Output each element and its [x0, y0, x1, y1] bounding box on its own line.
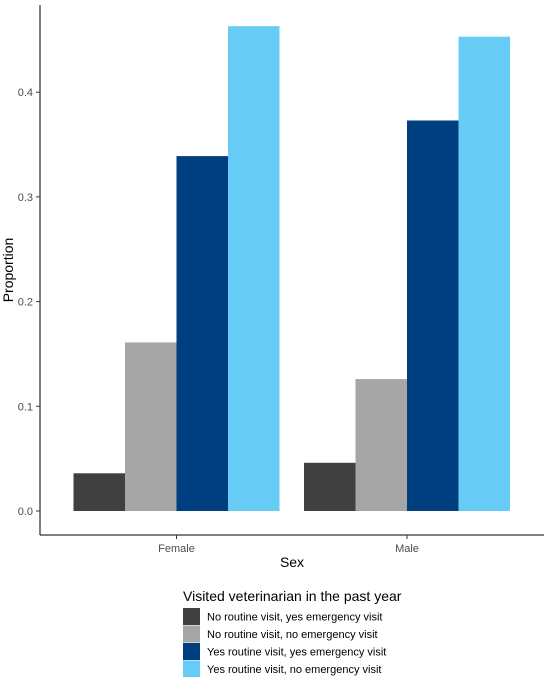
bar-female-series-3: [176, 156, 228, 511]
legend-label-2: No routine visit, no emergency visit: [207, 629, 378, 641]
legend-label-3: Yes routine visit, yes emergency visit: [207, 647, 386, 659]
legend-swatch-3: [183, 643, 200, 660]
plot-area: [73, 26, 510, 511]
bar-female-series-4: [228, 26, 280, 511]
bar-female-series-2: [125, 342, 177, 511]
y-tick-label: 0.3: [18, 192, 33, 204]
bar-male-series-3: [407, 120, 459, 511]
y-tick-label: 0.2: [18, 297, 33, 309]
y-axis-ticks: 0.0 0.1 0.2 0.3 0.4: [18, 87, 40, 518]
x-tick-label-male: Male: [395, 543, 419, 555]
legend: Visited veterinarian in the past year No…: [183, 588, 402, 677]
legend-swatch-1: [183, 608, 200, 625]
bar-male-series-1: [304, 462, 356, 511]
y-axis-title: Proportion: [0, 238, 16, 303]
y-tick-label: 0.0: [18, 506, 33, 518]
legend-swatch-4: [183, 660, 200, 677]
legend-items: No routine visit, yes emergency visit No …: [183, 608, 386, 677]
legend-title: Visited veterinarian in the past year: [183, 588, 402, 604]
y-tick-label: 0.4: [18, 87, 33, 99]
bar-male-series-2: [355, 379, 407, 511]
x-axis-ticks: Female Male: [158, 535, 419, 555]
legend-label-4: Yes routine visit, no emergency visit: [207, 664, 381, 676]
bar-male-series-4: [458, 36, 510, 511]
x-tick-label-female: Female: [158, 543, 195, 555]
x-axis-title: Sex: [280, 554, 304, 570]
legend-label-1: No routine visit, yes emergency visit: [207, 612, 382, 624]
legend-swatch-2: [183, 625, 200, 643]
bar-female-series-1: [73, 473, 125, 511]
y-tick-label: 0.1: [18, 401, 33, 413]
